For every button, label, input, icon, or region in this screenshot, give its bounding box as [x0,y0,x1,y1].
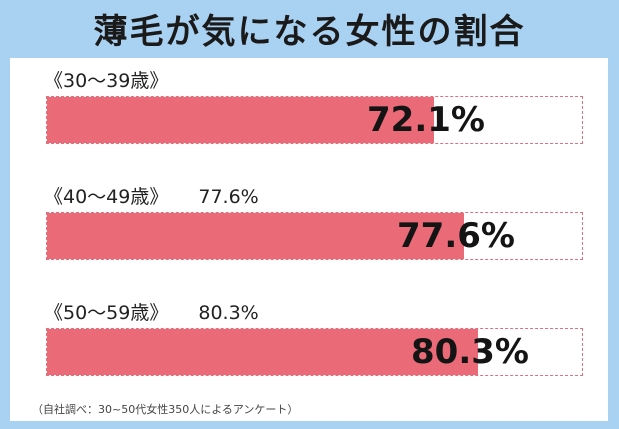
bar-track: 80.3% [46,328,583,376]
category-label: 《40〜49歳》 77.6% [44,182,259,209]
source-note: （自社調べ：30~50代女性350人によるアンケート） [32,403,299,416]
bar [47,213,464,259]
data-label: 77.6% [397,216,515,256]
data-label: 72.1% [367,100,485,140]
bar-group: 《50〜59歳》 80.3% 80.3% [10,298,608,408]
category-name: 《30〜39歳》 [44,70,169,92]
category-value-label: 80.3% [198,302,259,324]
data-label: 80.3% [411,332,529,372]
bar [47,97,434,143]
category-value-label: 77.6% [198,186,259,208]
category-label: 《30〜39歳》 [44,66,168,93]
bar [47,329,478,375]
category-name: 《40〜49歳》 [44,186,169,208]
category-label: 《50〜59歳》 80.3% [44,298,259,325]
chart-panel: 《30〜39歳》 72.1% 《40〜49歳》 77.6% 77.6% 《50〜59歳》 8… [10,58,608,421]
bar-group: 《30〜39歳》 72.1% [10,66,608,176]
category-name: 《50〜59歳》 [44,302,169,324]
chart-title: 薄毛が気になる女性の割合 [93,11,526,52]
bar-group: 《40〜49歳》 77.6% 77.6% [10,182,608,292]
bar-track: 72.1% [46,96,583,144]
bar-track: 77.6% [46,212,583,260]
